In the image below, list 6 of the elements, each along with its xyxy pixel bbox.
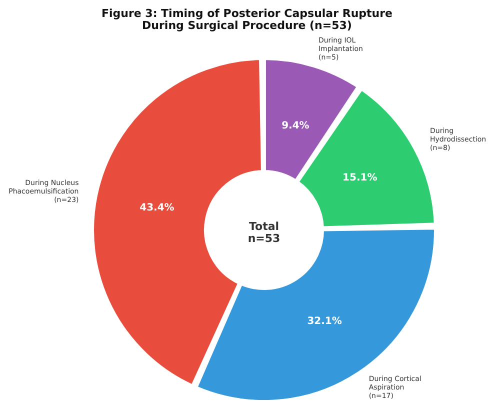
text: Total n=53 bbox=[248, 220, 280, 244]
data-label: 15.1% bbox=[342, 172, 378, 184]
chart-title: Figure 3: Timing of Posterior Capsular Rupture During Surgical Procedure (n=53) bbox=[101, 7, 393, 32]
data-label: 9.4% bbox=[282, 120, 310, 131]
data-label: 32.1% bbox=[307, 315, 342, 326]
data-label: 43.4% bbox=[140, 202, 174, 214]
